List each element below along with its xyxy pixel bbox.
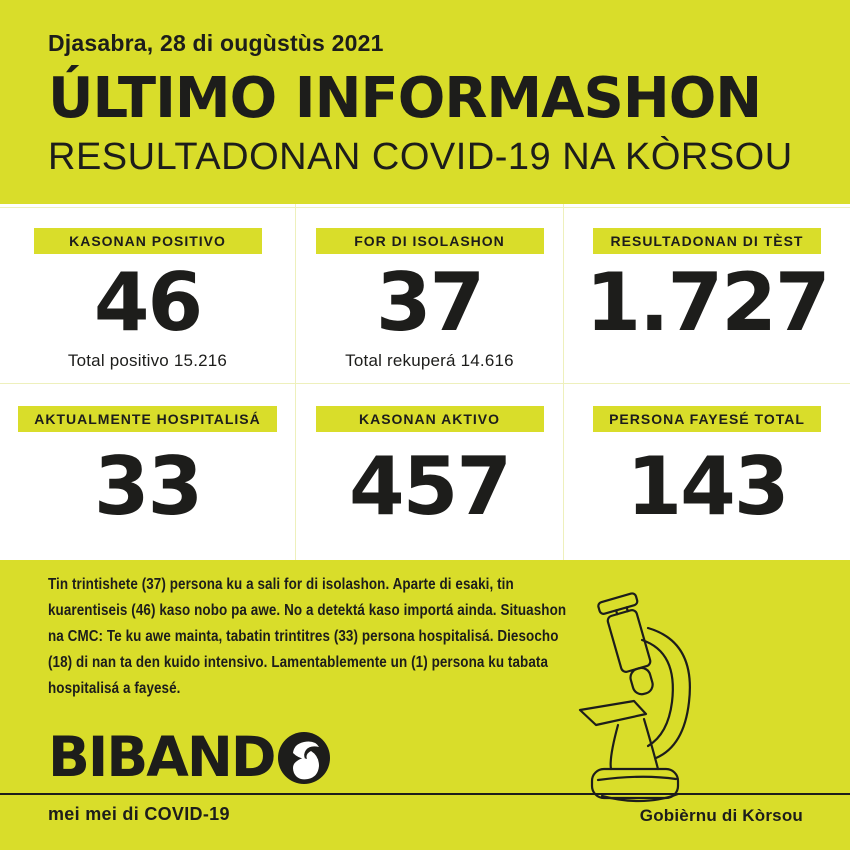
- stat-label-badge: KASONAN POSITIVO: [33, 228, 262, 254]
- stat-label-badge: RESULTADONAN DI TÈST: [593, 228, 821, 254]
- stat-value: 457: [349, 440, 512, 533]
- microscope-icon: [578, 592, 691, 803]
- stat-value-wrap: 46: [0, 254, 295, 351]
- page-subtitle: RESULTADONAN COVID-19 NA KÒRSOU: [48, 136, 793, 178]
- stat-label-badge: PERSONA FAYESÉ TOTAL: [593, 406, 821, 432]
- stat-value-wrap: 33: [0, 432, 295, 560]
- tagline: mei mei di COVID-19: [48, 804, 230, 824]
- bibando-swirl-o-icon: [277, 731, 330, 784]
- stat-value-wrap: 457: [296, 432, 563, 560]
- page-title: ÚLTIMO INFORMASHON: [48, 66, 762, 131]
- stat-label-badge: AKTUALMENTE HOSPITALISÁ: [18, 406, 277, 432]
- stat-value: 37: [375, 255, 485, 349]
- stat-value: 33: [93, 440, 203, 533]
- stat-card-persona-fayese-total: PERSONA FAYESÉ TOTAL 143: [564, 384, 850, 560]
- stat-value-wrap: 143: [564, 432, 850, 560]
- stat-card-aktualmente-hospitalisa: AKTUALMENTE HOSPITALISÁ 33: [0, 384, 296, 560]
- stat-value: 1.727: [585, 255, 830, 349]
- stats-grid: KASONAN POSITIVO 46 Total positivo 15.21…: [0, 204, 850, 560]
- stat-label-badge: FOR DI ISOLASHON: [315, 228, 544, 254]
- header: Djasabra, 28 di ougùstùs 2021 ÚLTIMO INF…: [0, 0, 850, 204]
- date-text: Djasabra, 28 di ougùstùs 2021: [48, 30, 384, 56]
- bibando-logo: BIBAND: [48, 730, 330, 785]
- stat-value-wrap: 1.727: [564, 254, 850, 351]
- summary-paragraph: Tin trintishete (37) persona ku a sali f…: [48, 576, 567, 697]
- footer: Tin trintishete (37) persona ku a sali f…: [0, 560, 850, 850]
- divider-line: [0, 793, 850, 795]
- bibando-logo-text: BIBAND: [48, 725, 277, 789]
- stat-card-kasonan-aktivo: KASONAN AKTIVO 457: [296, 384, 564, 560]
- stat-value: 46: [93, 255, 203, 349]
- stat-card-resultadonan-di-test: RESULTADONAN DI TÈST 1.727: [564, 204, 850, 384]
- stat-subtext: Total positivo 15.216: [67, 351, 228, 370]
- government-label: Gobièrnu di Kòrsou: [639, 806, 803, 825]
- stat-card-for-di-isolashon: FOR DI ISOLASHON 37 Total rekuperá 14.61…: [296, 204, 564, 384]
- stat-label-badge: KASONAN AKTIVO: [315, 406, 544, 432]
- stat-value-wrap: 37: [296, 254, 563, 351]
- stat-value: 143: [626, 440, 790, 533]
- stat-subtext: Total rekuperá 14.616: [345, 351, 514, 370]
- stat-card-kasonan-positivo: KASONAN POSITIVO 46 Total positivo 15.21…: [0, 204, 296, 384]
